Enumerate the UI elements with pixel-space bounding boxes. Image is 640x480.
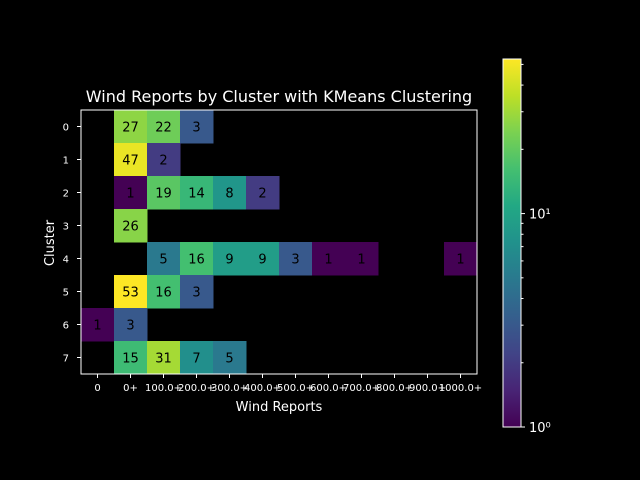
y-tick-label: 3 [63, 222, 69, 233]
heatmap-cell [180, 110, 214, 144]
heatmap-cell [114, 176, 148, 210]
x-tick-label: 500.0+ [277, 383, 314, 394]
heatmap-cell [114, 209, 148, 243]
cell-value-label: 8 [225, 187, 233, 202]
cell-value-label: 26 [122, 220, 139, 235]
cell-value-label: 1 [324, 253, 332, 268]
heatmap-cell [147, 143, 181, 177]
heatmap-cell [81, 308, 115, 342]
x-tick-label: 800.0+ [376, 383, 413, 394]
x-tick-label: 0 [94, 383, 100, 394]
cell-value-label: 47 [122, 154, 139, 169]
heatmap-cell [213, 242, 247, 276]
heatmap-cell [180, 341, 214, 375]
cell-value-label: 1 [93, 319, 101, 334]
heatmap-cell [246, 242, 280, 276]
y-tick-label: 0 [63, 123, 69, 134]
y-tick-label: 7 [63, 354, 69, 365]
x-tick-label: 0+ [123, 383, 138, 394]
y-tick-label: 4 [63, 255, 69, 266]
heatmap-cell [180, 242, 214, 276]
heatmap-cell [147, 242, 181, 276]
x-tick-label: 300.0+ [211, 383, 248, 394]
heatmap-cell [114, 341, 148, 375]
heatmap-cell [246, 176, 280, 210]
heatmap-cell [114, 308, 148, 342]
x-tick-label: 900.0+ [409, 383, 446, 394]
x-tick-label: 200.0+ [178, 383, 215, 394]
cell-value-label: 9 [258, 253, 266, 268]
colorbar: 10⁰ 10¹ [502, 58, 551, 436]
y-axis-label: Cluster [43, 219, 58, 266]
cell-value-label: 1 [126, 187, 134, 202]
cell-value-label: 16 [155, 286, 172, 301]
cell-value-label: 1 [456, 253, 464, 268]
cell-value-label: 1 [357, 253, 365, 268]
x-axis-ticks: 0 0+ 100.0+200.0+300.0+400.0+500.0+600.0+7… [94, 374, 482, 394]
cell-value-label: 2 [258, 187, 266, 202]
cell-value-label: 15 [122, 352, 139, 367]
heatmap-cell [444, 242, 478, 276]
y-tick-label: 1 [63, 156, 69, 167]
cell-value-label: 3 [192, 286, 200, 301]
colorbar-ticks: 10⁰ 10¹ [521, 63, 551, 436]
cell-value-label: 16 [188, 253, 205, 268]
heatmap-cell [114, 110, 148, 144]
y-tick-label: 6 [63, 321, 69, 332]
x-tick-label: 400.0+ [244, 383, 281, 394]
cell-value-label: 53 [122, 286, 139, 301]
heatmap-cell [345, 242, 379, 276]
heatmap-cell [147, 275, 181, 309]
cell-value-label: 9 [225, 253, 233, 268]
heatmap-cell [279, 242, 313, 276]
cell-value-label: 7 [192, 352, 200, 367]
y-axis-ticks: 0 1 2 3 4 5 6 7 [63, 123, 81, 365]
cell-value-label: 2 [159, 154, 167, 169]
cell-value-label: 19 [155, 187, 172, 202]
cell-value-label: 5 [159, 253, 167, 268]
colorbar-tick-label: 10¹ [529, 208, 551, 223]
x-axis-label: Wind Reports [236, 400, 323, 415]
heatmap-cell [180, 275, 214, 309]
heatmap-cell [213, 341, 247, 375]
x-tick-label: 700.0+ [343, 383, 380, 394]
y-tick-label: 5 [63, 288, 69, 299]
x-tick-label: 600.0+ [310, 383, 347, 394]
cell-value-label: 3 [192, 121, 200, 136]
cell-value-label: 5 [225, 352, 233, 367]
heatmap-cell [147, 110, 181, 144]
colorbar-tick-label: 10⁰ [529, 421, 551, 436]
plot-frame [80, 109, 478, 375]
x-tick-label: 1000.0+ [439, 383, 482, 394]
cell-value-label: 22 [155, 121, 172, 136]
cell-value-label: 3 [291, 253, 299, 268]
cell-value-label: 14 [188, 187, 205, 202]
heatmap-cell [147, 341, 181, 375]
cell-value-label: 27 [122, 121, 139, 136]
heatmap-cell [114, 275, 148, 309]
cell-value-label: 31 [155, 352, 172, 367]
heatmap-cell [114, 143, 148, 177]
heatmap-cell [147, 176, 181, 210]
heatmap-cell [180, 176, 214, 210]
cell-value-label: 3 [126, 319, 134, 334]
heatmap-cell [213, 176, 247, 210]
heatmap-cell [312, 242, 346, 276]
x-tick-label: 100.0+ [145, 383, 182, 394]
heatmap-cells [81, 110, 478, 375]
y-tick-label: 2 [63, 189, 69, 200]
colorbar-gradient [502, 58, 522, 428]
chart-title: Wind Reports by Cluster with KMeans Clus… [86, 87, 472, 106]
